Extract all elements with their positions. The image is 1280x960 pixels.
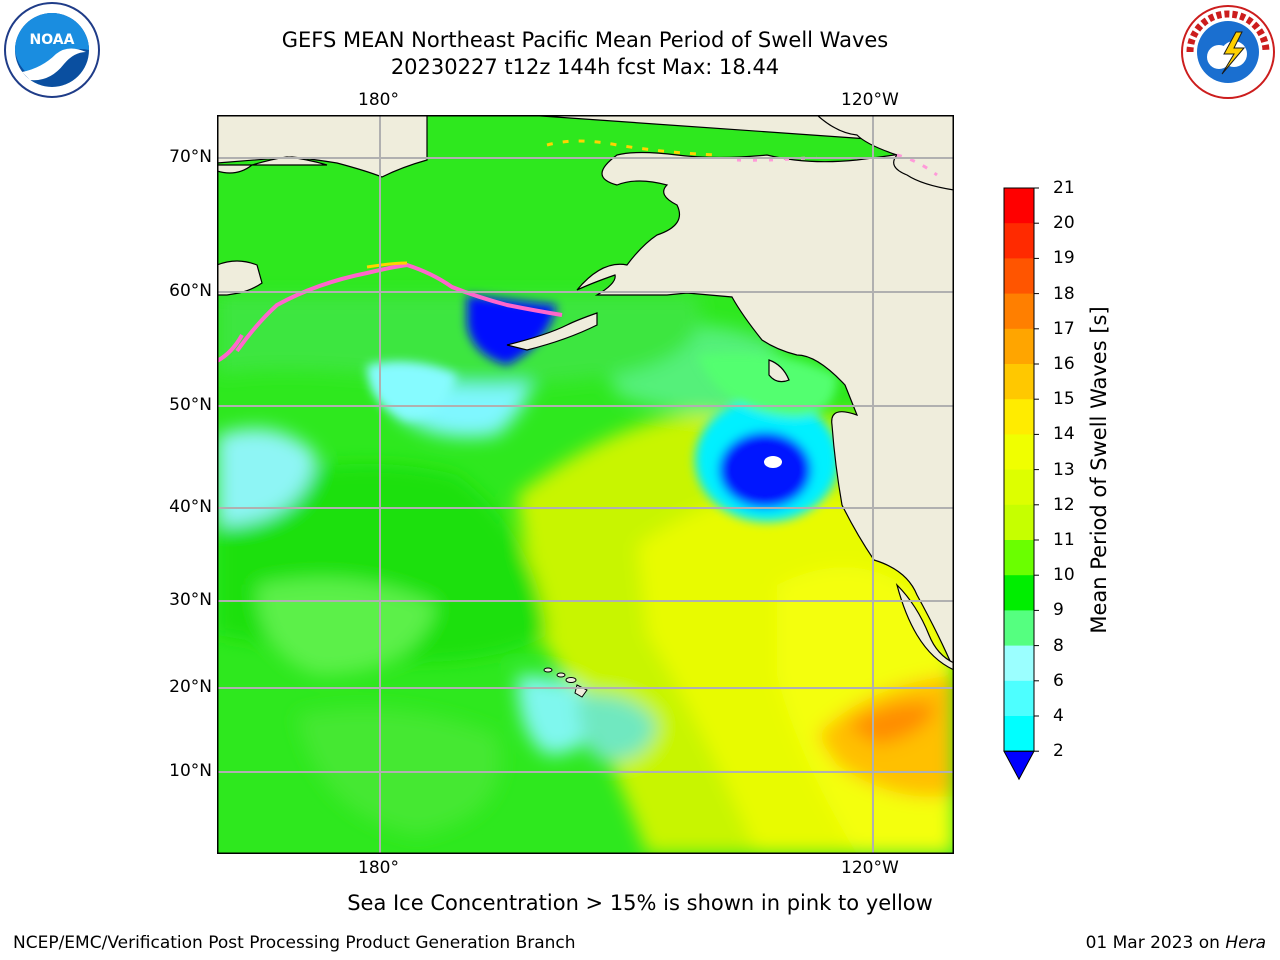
colorbar-band [1004, 645, 1034, 682]
colorbar-band [1004, 188, 1034, 224]
colorbar-band [1004, 434, 1034, 471]
colorbar-band [1004, 469, 1034, 506]
colorbar-tick-label: 21 [1053, 178, 1075, 198]
colorbar-band [1004, 293, 1034, 330]
colorbar-band [1004, 399, 1034, 435]
colorbar-label-box: Mean Period of Swell Waves [s] [1085, 188, 1115, 753]
colorbar-tick-label: 10 [1053, 565, 1075, 586]
colorbar-tick-label: 8 [1053, 635, 1064, 656]
footer-producer: NCEP/EMC/Verification Post Processing Pr… [13, 933, 576, 953]
colorbar-extend-arrow [1003, 750, 1035, 781]
footer-date-text: 01 Mar 2023 on [1085, 933, 1226, 953]
map-panel[interactable] [217, 115, 954, 854]
colorbar-tick-label: 16 [1053, 354, 1075, 374]
colorbar-tick-label: 6 [1053, 670, 1064, 691]
lon-label-top-120w: 120°W [841, 90, 899, 110]
sea-ice-note: Sea Ice Concentration > 15% is shown in … [347, 891, 933, 915]
lon-label-bottom-120w: 120°W [841, 858, 899, 878]
colorbar-band [1004, 258, 1034, 295]
colorbar-band [1004, 575, 1034, 611]
colorbar-tick-label: 11 [1053, 530, 1075, 550]
colorbar [1000, 187, 1040, 784]
lat-label-60n: 60°N [169, 281, 212, 301]
colorbar-tick-label: 18 [1053, 283, 1075, 304]
lat-label-50n: 50°N [169, 395, 212, 415]
colorbar-band [1004, 540, 1034, 576]
colorbar-band [1004, 680, 1034, 717]
colorbar-label: Mean Period of Swell Waves [s] [1087, 306, 1111, 634]
chart-title: GEFS MEAN Northeast Pacific Mean Period … [281, 28, 889, 52]
colorbar-band [1004, 716, 1034, 752]
footer-date: 01 Mar 2023 on Hera [1086, 933, 1266, 953]
colorbar-tick-label: 4 [1053, 706, 1064, 726]
colorbar-tick-label: 13 [1053, 459, 1075, 480]
lat-label-70n: 70°N [169, 147, 212, 167]
swell-field [217, 115, 954, 854]
noaa-logo: NOAA [2, 2, 102, 98]
sea-ice [217, 139, 938, 363]
nws-logo [1178, 4, 1278, 100]
lat-label-10n: 10°N [169, 761, 212, 781]
graticule [217, 115, 954, 854]
colorbar-tick-label: 2 [1053, 741, 1064, 762]
colorbar-tick-label: 9 [1053, 600, 1064, 621]
swell-period-map[interactable] [217, 115, 954, 854]
colorbar-swatches [1003, 187, 1039, 781]
colorbar-tick-label: 15 [1053, 389, 1075, 410]
lon-label-top-180: 180° [358, 90, 399, 110]
colorbar-band [1004, 223, 1034, 259]
colorbar-band [1004, 610, 1034, 647]
colorbar-tick-label: 12 [1053, 494, 1075, 515]
chart-subtitle: 20230227 t12z 144h fcst Max: 18.44 [390, 55, 780, 79]
land [217, 115, 954, 671]
footer-host: Hera [1225, 933, 1266, 953]
colorbar-band [1004, 328, 1034, 365]
map-frame [217, 115, 954, 854]
colorbar-band [1004, 504, 1034, 541]
lat-label-20n: 20°N [169, 677, 212, 697]
colorbar-ticks: 21 20 19 18 17 16 15 14 13 12 11 10 9 8 6 4 2 [1045, 178, 1085, 784]
lat-label-30n: 30°N [169, 590, 212, 610]
noaa-logo-text: NOAA [30, 32, 75, 48]
colorbar-tick-label: 19 [1053, 248, 1075, 269]
lat-label-40n: 40°N [169, 497, 212, 517]
colorbar-tick-label: 20 [1053, 213, 1075, 234]
colorbar-tick-label: 17 [1053, 318, 1075, 339]
lon-label-bottom-180: 180° [358, 858, 399, 878]
colorbar-tick-label: 14 [1053, 424, 1075, 445]
colorbar-band [1004, 364, 1034, 400]
